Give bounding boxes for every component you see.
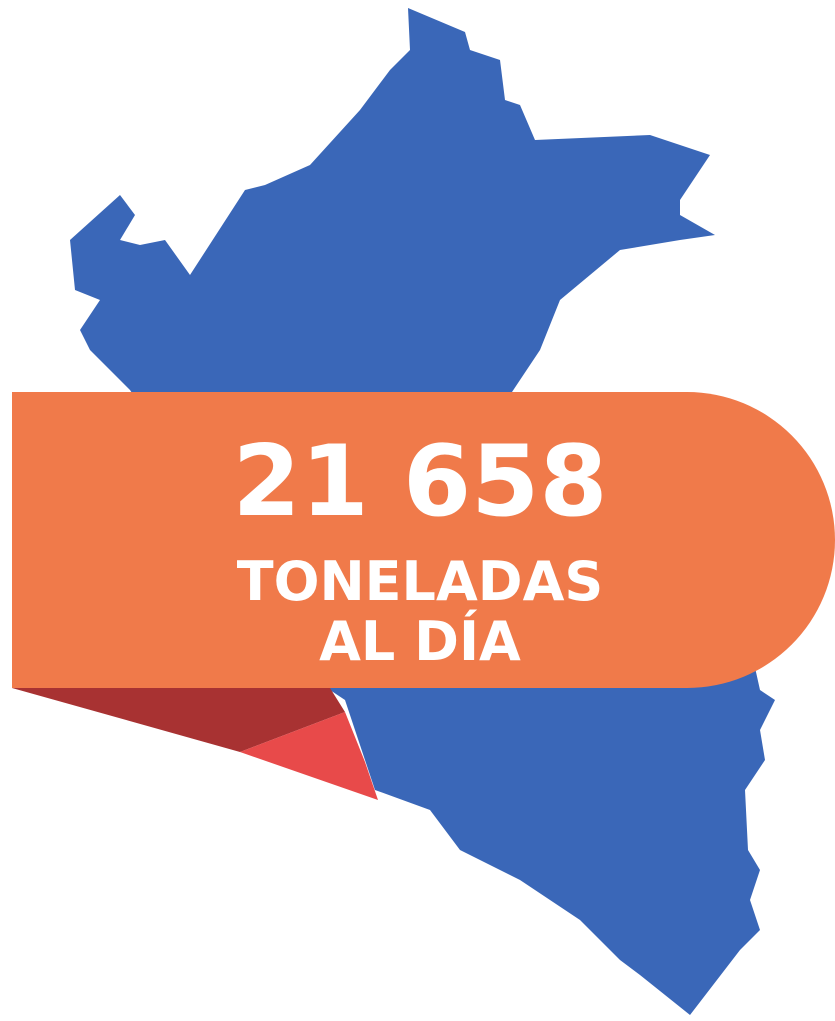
unit-line: TONELADAS (237, 550, 604, 613)
banner (12, 392, 835, 688)
ribbon-fold-dark (12, 688, 345, 752)
ribbon-fold-light (240, 712, 378, 800)
value: 21 658 (232, 425, 607, 539)
unit-line: AL DÍA (319, 610, 521, 673)
